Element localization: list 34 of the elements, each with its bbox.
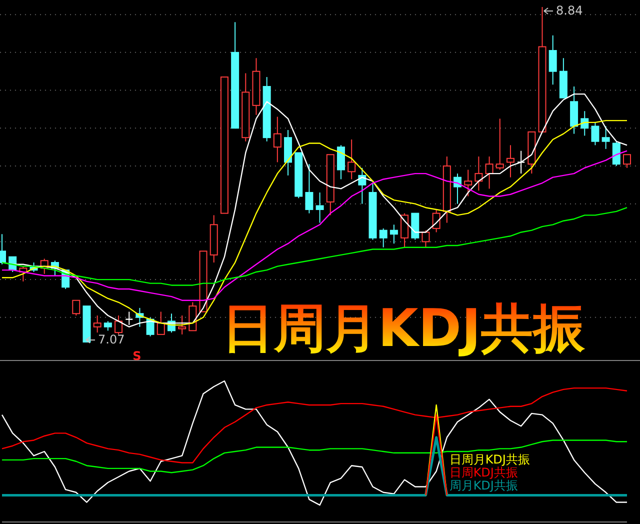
candlestick xyxy=(580,110,589,136)
candlestick xyxy=(316,192,324,224)
candlestick xyxy=(379,228,388,248)
annotation: 7.07 xyxy=(98,332,125,346)
candlestick xyxy=(400,212,409,248)
series-label: 周月KDJ共振 xyxy=(449,478,518,492)
candlestick xyxy=(591,122,600,146)
candlestick xyxy=(602,126,610,150)
text: 日周月KDJ共振 xyxy=(222,299,586,359)
candlestick xyxy=(93,315,102,334)
candlestick xyxy=(623,154,631,168)
series-label: 日周KDJ共振 xyxy=(449,465,518,480)
candlestick xyxy=(432,209,440,233)
candlestick xyxy=(178,315,186,335)
candlestick xyxy=(548,34,557,86)
candlestick xyxy=(273,116,282,163)
candlestick xyxy=(485,156,494,190)
series-label: 日周月KDJ共振 xyxy=(449,452,530,466)
text: S xyxy=(132,349,142,363)
candlestick xyxy=(348,138,356,180)
candlestick xyxy=(156,311,165,335)
candlestick xyxy=(114,315,123,335)
candlestick xyxy=(612,140,620,166)
candlestick xyxy=(336,144,345,180)
candlestick xyxy=(390,224,398,244)
candlestick xyxy=(422,230,430,248)
candlestick xyxy=(496,118,504,170)
candlestick xyxy=(474,156,483,192)
candlestick xyxy=(464,169,472,197)
candlestick xyxy=(506,144,514,178)
candlestick xyxy=(104,320,112,332)
candlestick xyxy=(305,164,314,214)
candlestick xyxy=(72,300,80,316)
annotation: 8.84 xyxy=(556,3,583,18)
